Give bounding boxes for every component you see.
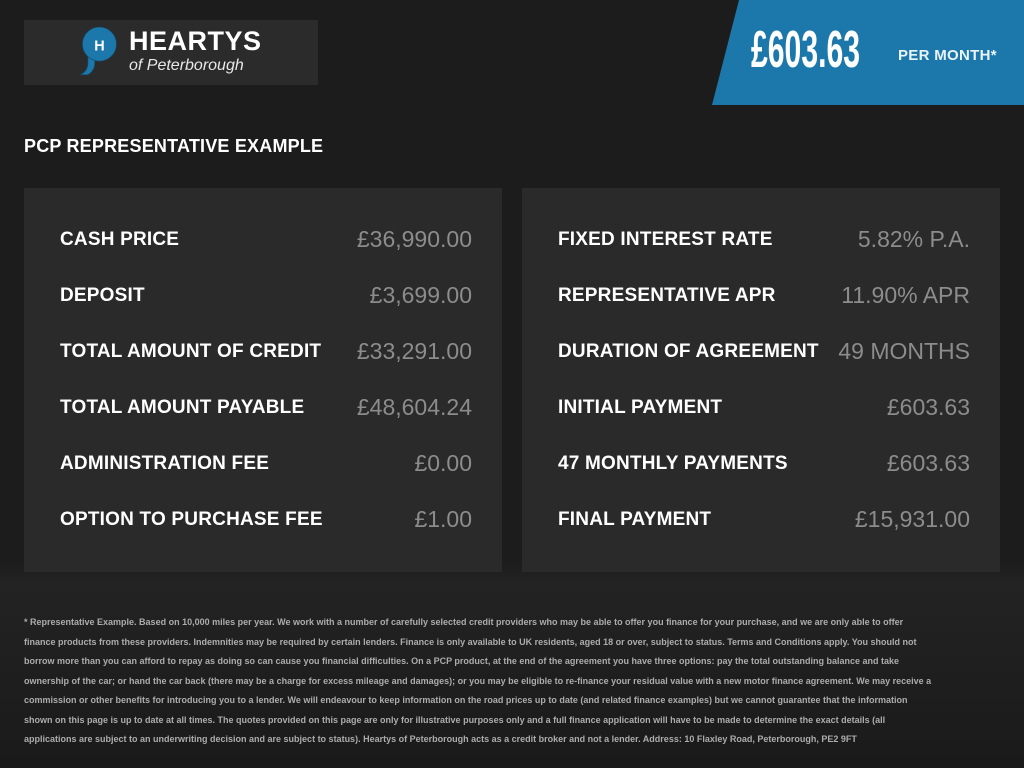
svg-text:H: H <box>94 38 104 54</box>
